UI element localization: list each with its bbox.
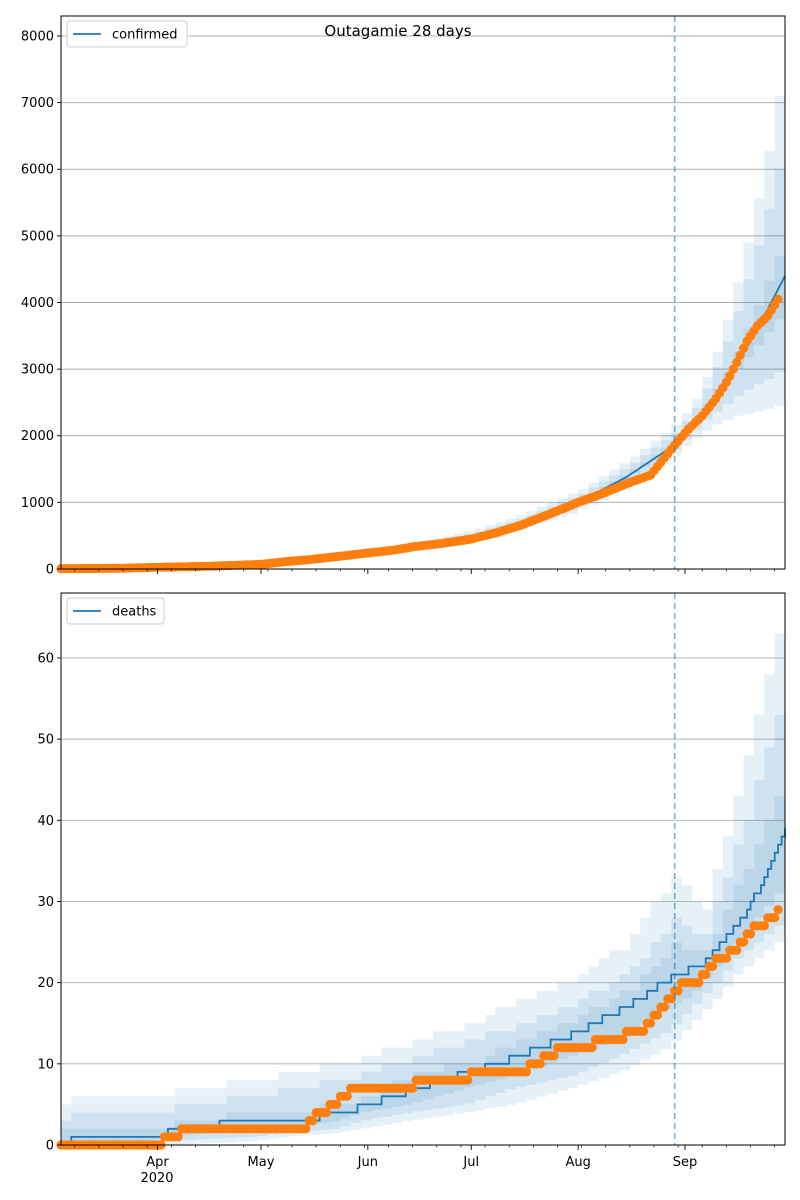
confirmed-axes-frame bbox=[60, 15, 786, 570]
confirmed-observed-points bbox=[56, 294, 783, 574]
y-tick-label: 7000 bbox=[21, 96, 54, 111]
band-outer bbox=[61, 601, 785, 1145]
x-tick-label: May bbox=[248, 1155, 275, 1170]
deaths-legend: deaths bbox=[66, 597, 165, 625]
x-tick-label: Aug bbox=[565, 1155, 590, 1170]
observed-point bbox=[645, 1018, 656, 1028]
axes-frame bbox=[60, 15, 786, 570]
y-tick-label: 0 bbox=[46, 563, 54, 578]
observed-point bbox=[332, 1099, 342, 1109]
observed-point bbox=[549, 1051, 559, 1061]
y-tick-label: 2000 bbox=[21, 429, 54, 444]
y-tick-label: 20 bbox=[37, 976, 54, 991]
y-tick-label: 40 bbox=[37, 814, 54, 829]
legend-box bbox=[66, 20, 188, 48]
y-tick-label: 3000 bbox=[21, 363, 54, 378]
confirmed-panel: 0 1000 2000 3000 4000 5000 6000 7000 8000 Outaga… bbox=[21, 15, 786, 578]
confirmed-x-ticks bbox=[74, 569, 776, 574]
x-tick-label: Jul bbox=[462, 1155, 479, 1170]
observed-point bbox=[659, 1002, 669, 1012]
y-tick-label: 50 bbox=[37, 733, 54, 748]
observed-point bbox=[618, 1034, 628, 1045]
y-tick-label: 1000 bbox=[21, 496, 54, 511]
deaths-x-ticks: Apr May Jun Jul Aug Sep bbox=[74, 1145, 776, 1170]
legend-label-deaths: deaths bbox=[112, 605, 157, 620]
observed-point bbox=[301, 1124, 311, 1134]
x-year-label: 2020 bbox=[140, 1171, 173, 1186]
deaths-y-ticks: 0 10 20 30 40 50 60 bbox=[37, 651, 61, 1154]
y-tick-label: 10 bbox=[37, 1057, 54, 1072]
observed-point bbox=[759, 921, 769, 931]
observed-point bbox=[739, 937, 749, 947]
observed-point bbox=[770, 913, 780, 923]
observed-point bbox=[308, 1116, 318, 1126]
observed-point bbox=[342, 1091, 352, 1101]
y-tick-label: 8000 bbox=[21, 29, 54, 44]
legend-box bbox=[66, 597, 165, 625]
observed-point bbox=[173, 1132, 183, 1142]
deaths-axes-frame bbox=[60, 592, 786, 1146]
y-tick-label: 6000 bbox=[21, 163, 54, 178]
observed-point bbox=[652, 1010, 663, 1020]
observed-point bbox=[721, 953, 732, 963]
band-middle bbox=[61, 690, 785, 1145]
observed-point bbox=[535, 1059, 545, 1069]
y-tick-label: 30 bbox=[37, 895, 54, 910]
observed-point bbox=[773, 905, 783, 915]
confirmed-y-ticks: 0 1000 2000 3000 4000 5000 6000 7000 8000 bbox=[21, 29, 61, 578]
observed-point bbox=[587, 1043, 597, 1053]
observed-point bbox=[463, 1075, 473, 1085]
observed-point bbox=[735, 350, 745, 360]
observed-point bbox=[673, 986, 683, 996]
observed-point bbox=[745, 929, 756, 939]
observed-point bbox=[694, 978, 704, 988]
observed-point bbox=[773, 294, 783, 304]
observed-point bbox=[708, 961, 718, 972]
observed-point bbox=[408, 1083, 418, 1093]
x-tick-label: Apr bbox=[146, 1155, 169, 1170]
chart-title: Outagamie 28 days bbox=[324, 22, 471, 40]
observed-point bbox=[732, 357, 742, 368]
observed-point bbox=[701, 969, 711, 980]
axes-frame bbox=[60, 592, 786, 1146]
y-tick-label: 60 bbox=[37, 651, 54, 666]
x-tick-label: Jun bbox=[357, 1155, 378, 1170]
observed-point bbox=[739, 343, 749, 353]
observed-point bbox=[639, 1026, 649, 1036]
observed-point bbox=[521, 1067, 532, 1077]
observed-point bbox=[321, 1107, 332, 1118]
y-tick-label: 0 bbox=[46, 1139, 54, 1154]
y-tick-label: 5000 bbox=[21, 229, 54, 244]
x-tick-label: Sep bbox=[673, 1155, 698, 1170]
legend-label-confirmed: confirmed bbox=[112, 28, 178, 43]
observed-point bbox=[666, 994, 676, 1004]
deaths-panel: 0 10 20 30 40 50 60 Apr May Jun Jul Aug Sep 2020 de… bbox=[37, 592, 786, 1186]
confirmed-legend: confirmed bbox=[66, 20, 188, 48]
deaths-uncertainty-bands bbox=[61, 601, 785, 1145]
y-tick-label: 4000 bbox=[21, 296, 54, 311]
observed-point bbox=[732, 945, 742, 955]
